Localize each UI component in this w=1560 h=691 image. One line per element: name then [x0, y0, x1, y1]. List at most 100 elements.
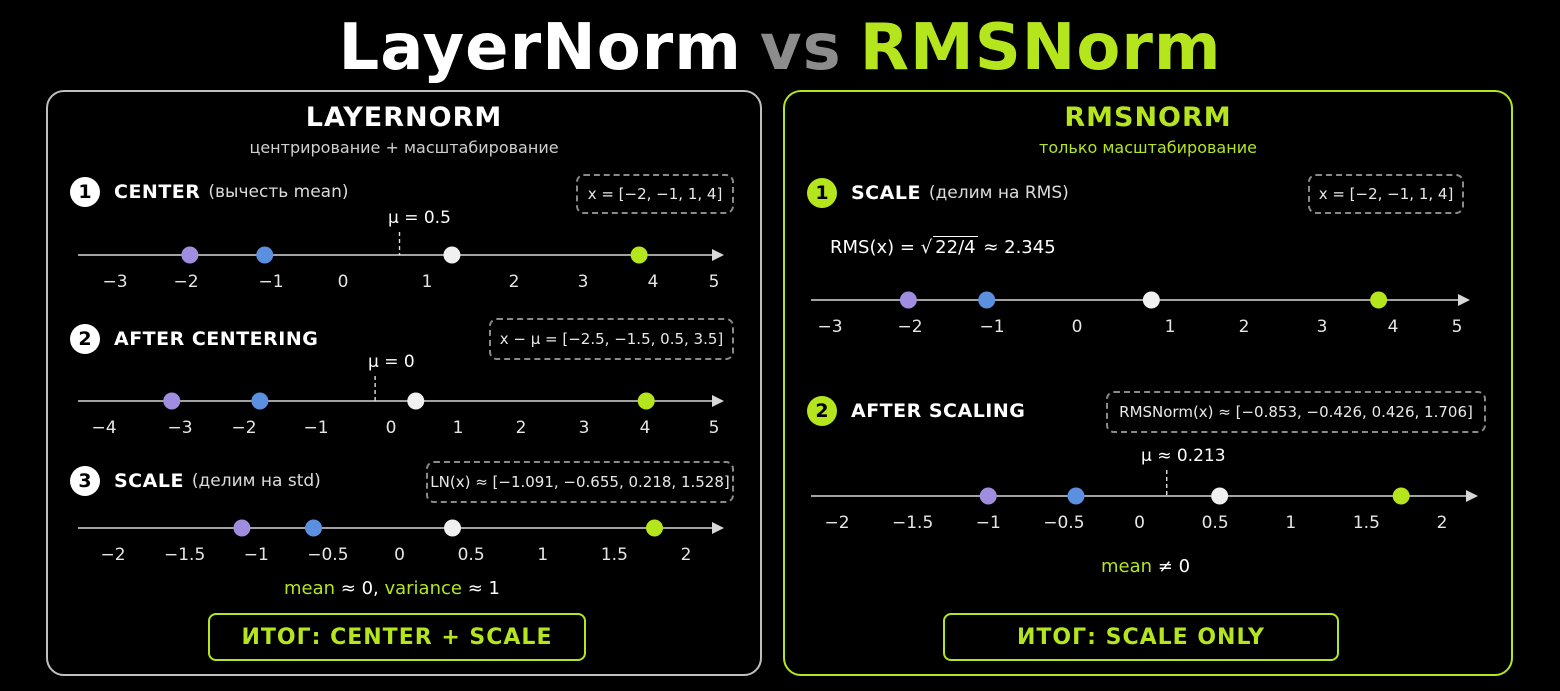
ln3-point: [645, 519, 663, 537]
ln2-tick-label: 5: [709, 418, 720, 438]
title-layernorm: LayerNorm: [338, 11, 742, 85]
layernorm-subtitle: центрирование + масштабирование: [249, 138, 559, 157]
rm1-tick-label: 3: [1317, 317, 1328, 337]
ln2-tick-label: 2: [516, 418, 527, 438]
ln-step3-header: 3 SCALE (делим на std): [70, 466, 321, 496]
rm2-point: [979, 487, 997, 505]
rms-formula-right: ≈ 2.345: [977, 237, 1056, 258]
rm1-tick-label: 4: [1388, 317, 1399, 337]
rm2-tick-label: −2: [824, 513, 849, 533]
main-title: LayerNorm vs RMSNorm: [0, 4, 1560, 92]
rm2-tick-label: −1.5: [892, 513, 933, 533]
rm2-axis-arrow-icon: [1466, 490, 1478, 502]
rms-mu-label: μ ≈ 0.213: [1141, 446, 1226, 466]
ln3-tick-label: −1.5: [164, 545, 205, 565]
layernorm-title: LAYERNORM: [305, 102, 503, 133]
ln1-tick-label: 2: [509, 272, 520, 292]
rm2-tick-label: −0.5: [1043, 513, 1084, 533]
ln3-point: [233, 519, 251, 537]
rms-input-box: x = [−2, −1, 1, 4]: [1308, 174, 1464, 214]
rmsnorm-panel: RMSNORM только масштабирование 1 SCALE (…: [783, 90, 1513, 676]
rm1-tick-label: 1: [1165, 317, 1176, 337]
rm2-point: [1067, 487, 1085, 505]
rm1-tick-label: 2: [1239, 317, 1250, 337]
ln-input-box: x = [−2, −1, 1, 4]: [576, 174, 734, 214]
rm1-tick-label: −2: [897, 317, 922, 337]
ln-mu-label-1: μ = 0.5: [388, 208, 451, 228]
rm1-tick-label: −3: [817, 317, 842, 337]
step-label: SCALE: [851, 182, 921, 204]
ln1-axis-arrow-icon: [712, 249, 724, 261]
ln1-tick-label: −3: [102, 272, 127, 292]
rm1-axis-arrow-icon: [1458, 294, 1470, 306]
rms-stat-mean-val: ≠ 0: [1152, 556, 1191, 577]
rms-stat: mean ≠ 0: [1101, 556, 1190, 577]
step-label: AFTER CENTERING: [114, 328, 319, 350]
ln3-tick-label: 2: [681, 545, 692, 565]
rm2-point: [1211, 487, 1229, 505]
ln3-tick-label: −2: [100, 545, 125, 565]
ln1-tick-label: 1: [422, 272, 433, 292]
ln1-point: [443, 246, 461, 264]
step-label: AFTER SCALING: [851, 400, 1026, 422]
ln-stat: mean ≈ 0, variance ≈ 1: [284, 578, 500, 599]
ln3-tick-label: 1.5: [601, 545, 628, 565]
ln1-tick-label: 0: [338, 272, 349, 292]
rms-result-box: RMSNorm(x) ≈ [−0.853, −0.426, 0.426, 1.7…: [1106, 391, 1486, 433]
step-number: 2: [807, 396, 837, 426]
ln2-tick-label: 4: [640, 418, 651, 438]
ln-stat-var: variance: [384, 578, 462, 599]
ln2-tick-label: 1: [453, 418, 464, 438]
step-note: (делим на RMS): [928, 183, 1069, 203]
rms-summary: ИТОГ: SCALE ONLY: [943, 613, 1339, 661]
rm1-tick-label: 0: [1072, 317, 1083, 337]
rm1-point: [978, 291, 996, 309]
step-label: SCALE: [114, 470, 184, 492]
step-number: 3: [70, 466, 100, 496]
ln2-tick-label: −2: [231, 418, 256, 438]
rm2-tick-label: 2: [1437, 513, 1448, 533]
ln1-tick-label: 5: [709, 272, 720, 292]
ln2-point: [637, 392, 655, 410]
rm2-tick-label: 0.5: [1202, 513, 1229, 533]
ln-stat-var-val: ≈ 1: [461, 578, 500, 599]
ln1-tick-label: −1: [258, 272, 283, 292]
rmsnorm-subtitle: только масштабирование: [1039, 138, 1257, 157]
rms-stat-mean: mean: [1101, 556, 1153, 577]
ln2-point: [163, 392, 181, 410]
ln-step2-header: 2 AFTER CENTERING: [70, 324, 318, 354]
ln2-tick-label: −3: [167, 418, 192, 438]
rm1-tick-label: −1: [979, 317, 1004, 337]
step-number: 1: [70, 177, 100, 207]
rm2-tick-label: −1: [976, 513, 1001, 533]
rm1-tick-label: 5: [1452, 317, 1463, 337]
rms-step1-header: 1 SCALE (делим на RMS): [807, 178, 1069, 208]
ln2-point: [407, 392, 425, 410]
ln-stat-mean-val: ≈ 0,: [335, 578, 385, 599]
ln-step1-header: 1 CENTER (вычесть mean): [70, 177, 349, 207]
ln1-tick-label: −2: [173, 272, 198, 292]
sqrt-icon: √: [920, 237, 933, 258]
title-rmsnorm: RMSNorm: [859, 11, 1222, 85]
ln1-tick-label: 3: [578, 272, 589, 292]
rms-formula-radicand: 22/4: [933, 236, 978, 258]
ln2-tick-label: −1: [303, 418, 328, 438]
ln1-tick-label: 4: [648, 272, 659, 292]
ln3-tick-label: −1: [244, 545, 269, 565]
rms-formula-left: RMS(x) =: [830, 237, 921, 258]
step-number: 1: [807, 178, 837, 208]
layernorm-panel: LAYERNORM центрирование + масштабировани…: [46, 90, 762, 676]
ln3-tick-label: 0: [394, 545, 405, 565]
rm2-tick-label: 1: [1285, 513, 1296, 533]
ln3-point: [305, 519, 323, 537]
ln2-point: [251, 392, 269, 410]
title-vs: vs: [759, 11, 842, 85]
rm2-tick-label: 1.5: [1353, 513, 1380, 533]
ln-result-box: LN(x) ≈ [−1.091, −0.655, 0.218, 1.528]: [426, 461, 734, 503]
rm1-point: [1370, 291, 1388, 309]
rm1-point: [1142, 291, 1160, 309]
ln2-tick-label: 0: [386, 418, 397, 438]
ln-mu-label-2: μ = 0: [368, 352, 415, 372]
ln3-axis-arrow-icon: [712, 522, 724, 534]
